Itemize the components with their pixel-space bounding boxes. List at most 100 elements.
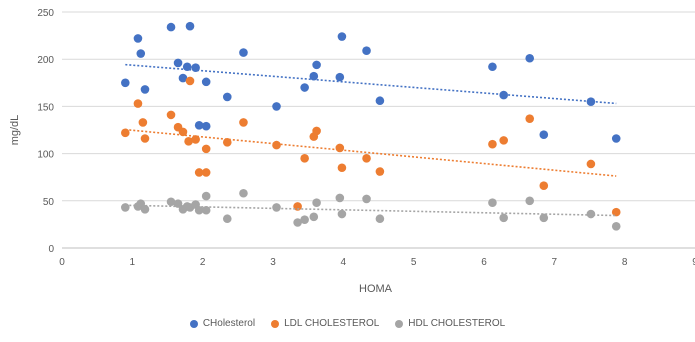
ldl-cholesterol-point [201, 144, 211, 154]
legend-item-cholesterol: CHolesterol [189, 318, 256, 329]
hdl-cholesterol-point [375, 214, 385, 224]
hdl-cholesterol-point [499, 213, 508, 223]
hdl-cholesterol-point [239, 188, 248, 198]
chart-legend: CHolesterol LDL CHOLESTEROL HDL CHOLESTERO… [0, 318, 695, 329]
legend-item-hdl-cholesterol: HDL CHOLESTEROL [395, 318, 505, 329]
ldl-cholesterol-point [335, 143, 345, 153]
hdl-cholesterol-point [488, 198, 497, 207]
cholesterol-point [182, 62, 192, 72]
hdl-cholesterol-point [121, 203, 130, 212]
hdl-cholesterol-point [173, 199, 183, 208]
y-tick-label: 200 [37, 55, 54, 66]
cholesterol-point [178, 73, 188, 83]
ldl-cholesterol-point [140, 134, 150, 143]
hdl-cholesterol-point [611, 221, 621, 231]
legend-label: LDL CHOLESTEROL [284, 318, 380, 329]
x-tick-label: 3 [270, 257, 276, 268]
ldl-cholesterol-point [362, 154, 371, 163]
cholesterol-point [201, 121, 211, 131]
ldl-cholesterol-point [539, 181, 549, 190]
hdl-cholesterol-point [194, 205, 204, 215]
ldl-cholesterol-point [222, 137, 232, 147]
ldl-cholesterol-point [166, 110, 176, 120]
hdl-cholesterol-point [272, 203, 281, 212]
hdl-cholesterol-point [222, 214, 232, 224]
cholesterol-point [488, 62, 497, 72]
ldl-cholesterol-point [133, 99, 143, 108]
ldl-cholesterol-point [586, 159, 596, 169]
ldl-cholesterol-point [611, 207, 621, 217]
hdl-cholesterol-point [362, 194, 371, 204]
ldl-cholesterol-point [178, 127, 188, 137]
hdl-cholesterol-point [337, 209, 347, 219]
cholesterol-point [140, 85, 150, 94]
x-tick-label: 7 [552, 257, 558, 268]
cholesterol-point [525, 53, 535, 63]
ldl-cholesterol-point [272, 140, 281, 150]
cholesterol-point [222, 92, 232, 102]
cholesterol-point [136, 49, 146, 58]
legend-marker [189, 319, 198, 328]
ldl-cholesterol-point [488, 139, 497, 149]
ldl-cholesterol-point [184, 137, 193, 146]
y-tick-label: 250 [37, 8, 54, 19]
hdl-cholesterol-point [201, 191, 211, 201]
ldl-cholesterol-point [138, 118, 148, 127]
ldl-cholesterol-point [337, 163, 347, 173]
ldl-cholesterol-point [239, 118, 248, 127]
cholesterol-point [375, 96, 385, 106]
ldl-cholesterol-point [293, 202, 302, 211]
legend-item-ldl-cholesterol: LDL CHOLESTEROL [271, 318, 379, 329]
y-axis-title: mg/dL [9, 115, 21, 146]
cholesterol-point [362, 46, 371, 56]
hdl-cholesterol-point [539, 213, 549, 223]
cholesterol-point [300, 83, 309, 92]
cholesterol-point [185, 21, 195, 31]
cholesterol-point [173, 58, 183, 68]
cholesterol-point [499, 90, 508, 100]
hdl-cholesterol-point [201, 205, 211, 215]
x-tick-label: 4 [341, 257, 347, 268]
hdl-cholesterol-point [140, 204, 150, 214]
x-tick-label: 9 [692, 257, 695, 268]
cholesterol-point [194, 120, 204, 130]
x-tick-label: 0 [59, 257, 65, 268]
cholesterol-point [586, 97, 596, 106]
y-tick-label: 150 [37, 102, 54, 113]
ldl-cholesterol-point [300, 154, 309, 163]
x-tick-label: 6 [481, 257, 487, 268]
legend-marker [395, 319, 404, 328]
cholesterol-point [239, 48, 248, 57]
y-tick-label: 100 [37, 150, 54, 161]
ldl-cholesterol-point [312, 126, 321, 136]
chart-svg: 0 50 100 150 200 250 0 1 2 3 4 5 6 7 8 9 HOMA mg/dL [9, 8, 695, 295]
ldl-cholesterol-point [191, 135, 200, 144]
hdl-cholesterol-point [586, 209, 596, 219]
hdl-cholesterol-point [166, 197, 176, 207]
x-tick-label: 5 [411, 257, 417, 268]
x-tick-label: 8 [622, 257, 628, 268]
cholesterol-point [337, 32, 347, 41]
x-tick-label: 1 [130, 257, 136, 268]
hdl-cholesterol-point [335, 193, 345, 203]
cholesterol-point [611, 134, 621, 143]
hdl-cholesterol-point [525, 196, 535, 206]
cholesterol-point [312, 60, 321, 70]
cholesterol-point [191, 63, 200, 72]
legend-marker [271, 319, 280, 328]
x-axis-title: HOMA [359, 283, 393, 295]
legend-label: CHolesterol [202, 318, 256, 329]
cholesterol-point [309, 71, 319, 81]
cholesterol-point [272, 102, 281, 111]
cholesterol-point [166, 22, 176, 32]
cholesterol-point [335, 72, 345, 82]
ldl-cholesterol-point [185, 76, 195, 86]
x-tick-label: 2 [200, 257, 206, 268]
legend-label: HDL CHOLESTEROL [408, 318, 506, 329]
y-tick-label: 0 [48, 244, 54, 255]
ldl-cholesterol-point [201, 168, 211, 177]
cholesterol-point [539, 130, 549, 140]
ldl-cholesterol-point [525, 114, 535, 123]
hdl-cholesterol-point [309, 212, 319, 222]
